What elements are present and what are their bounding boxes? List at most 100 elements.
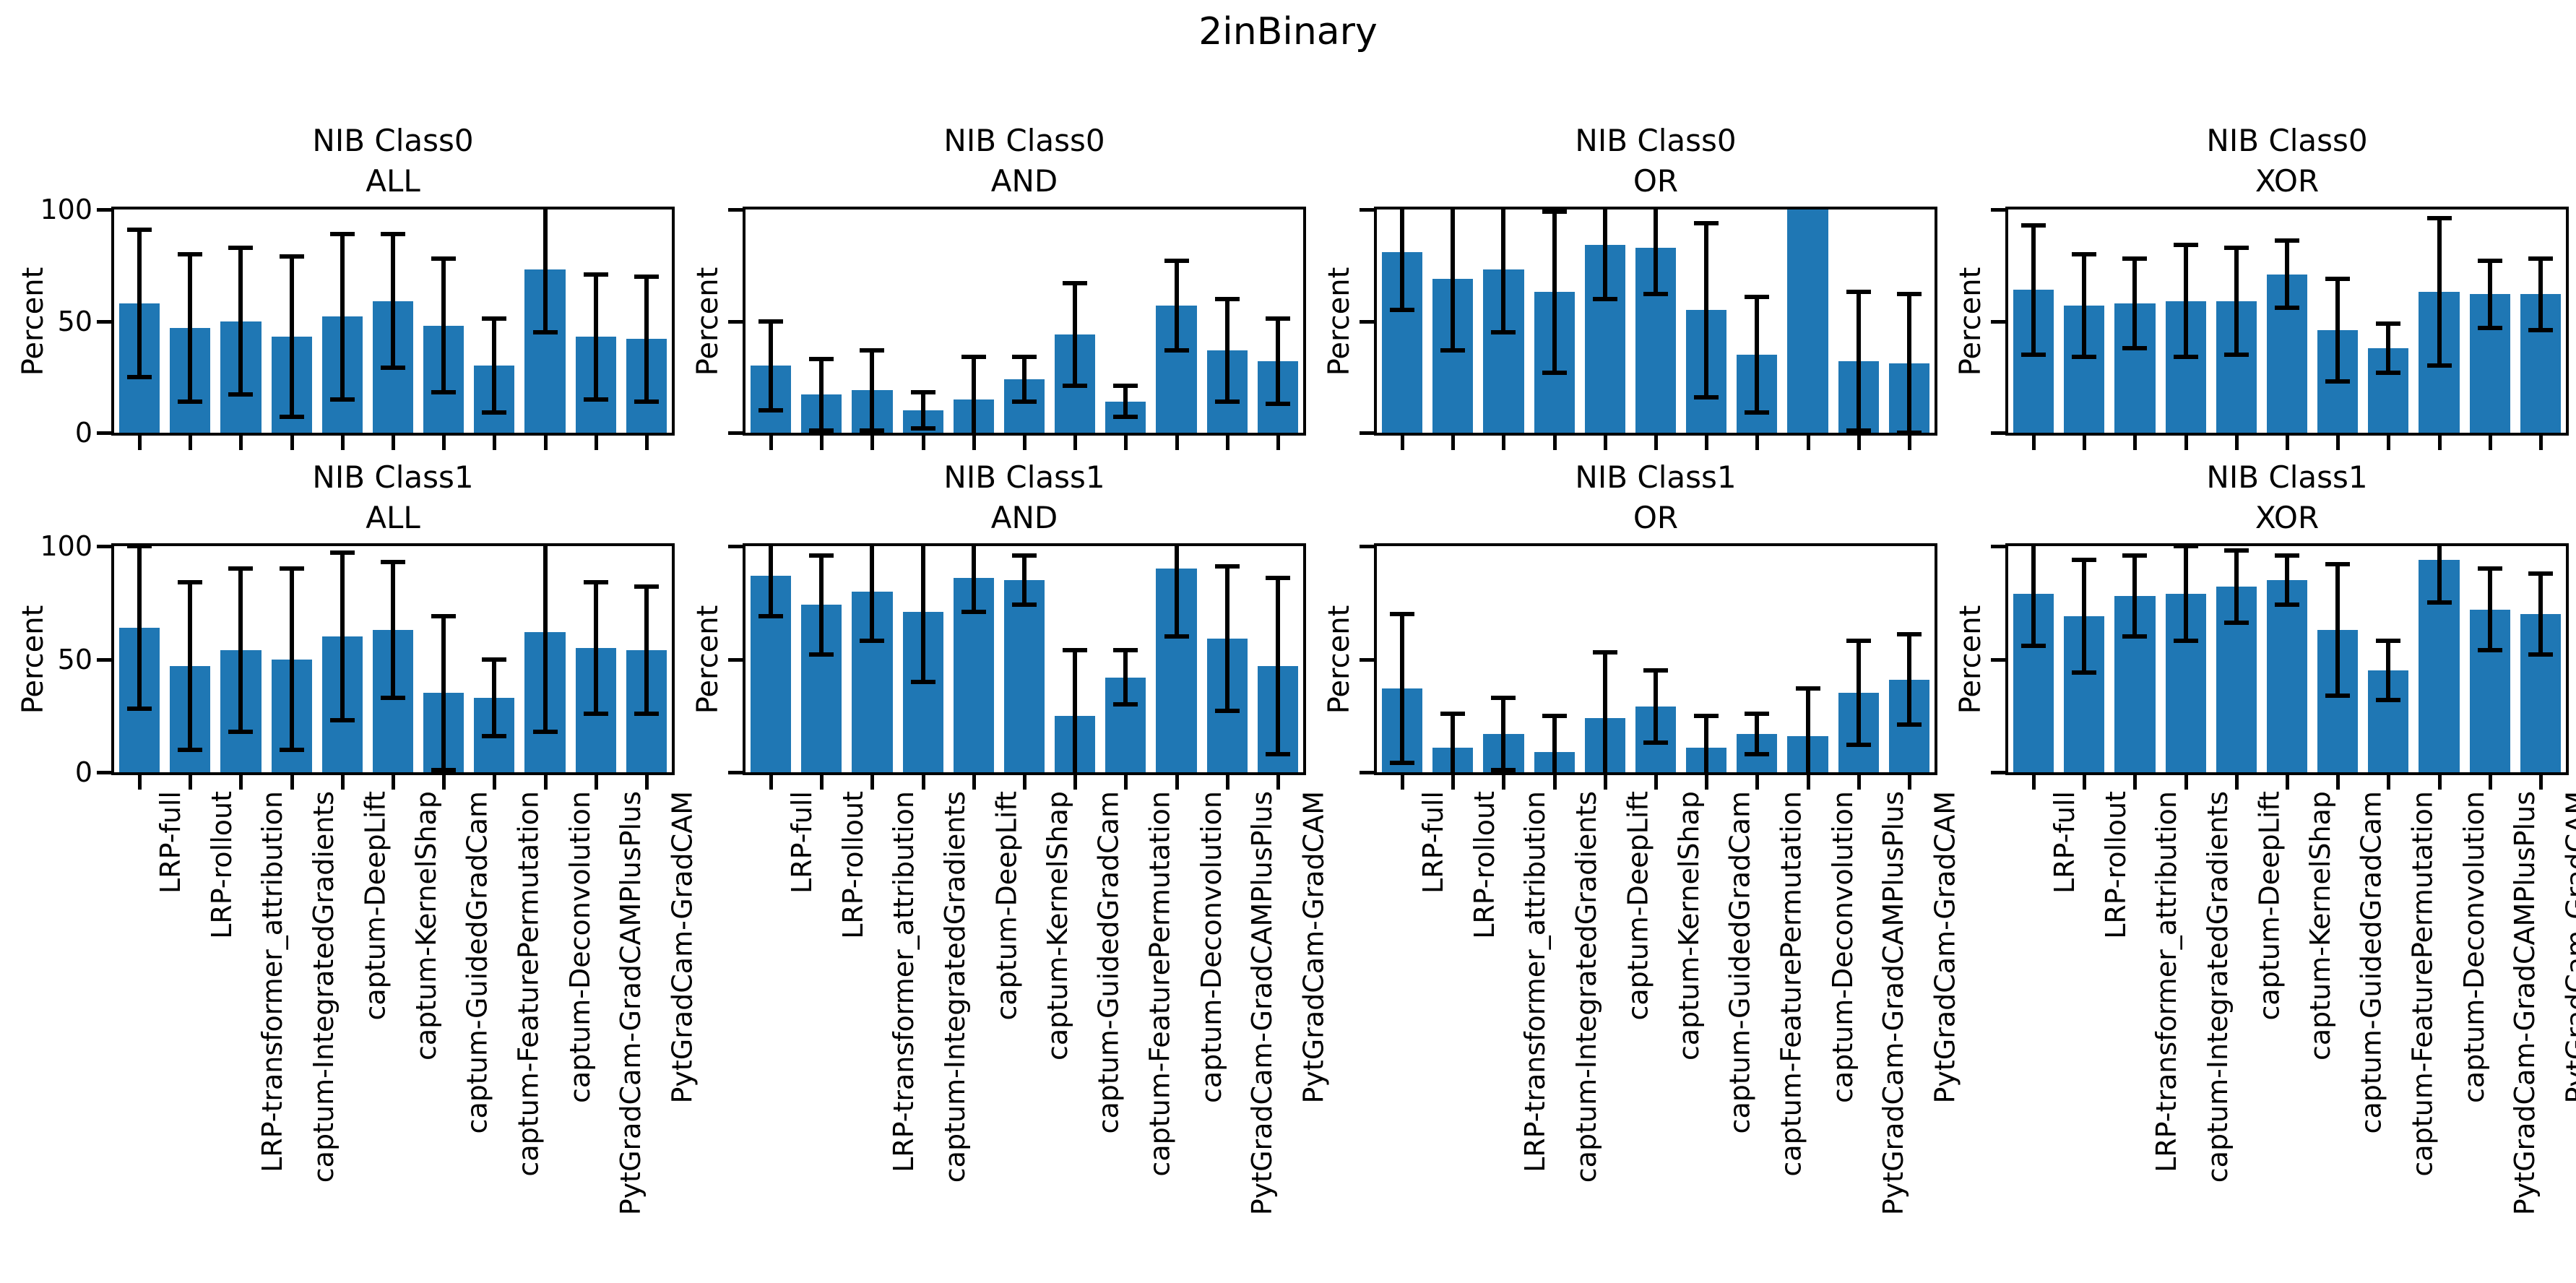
error-cap-top [2477,566,2502,571]
error-bar [1602,209,1607,299]
y-tick-mark [1360,657,1374,662]
error-cap-bottom [2223,621,2249,626]
error-cap-bottom [2477,647,2502,652]
x-tick-labels: LRP-full LRP-rollout LRP-transformer_attri… [111,791,698,1283]
error-bar [819,555,824,655]
error-bar [2386,641,2391,700]
x-tick-mark [2083,436,2087,450]
y-tick-mark [1991,319,2005,324]
x-tick-mark [2336,436,2341,450]
axes: Percent [691,543,1306,790]
subplot-title: NIB Class1 ALL [111,445,675,543]
x-tick-mark [1502,775,1506,790]
error-cap-bottom [809,652,834,657]
x-tick-labels: LRP-full LRP-rollout LRP-transformer_attri… [743,791,1329,1283]
error-cap-top [329,231,355,236]
x-tick-mark [392,436,395,450]
error-bar [1856,292,1861,431]
error-cap-top [1214,296,1240,301]
error-cap-top [2122,256,2148,261]
y-tick-mark [97,545,111,548]
x-tick-label: captum-Deconvolution [1826,791,1859,1104]
x-tick-label: PytGradCam-GradCAM [1297,791,1330,1104]
x-tick-mark [972,436,976,450]
x-tick-mark [442,775,446,790]
error-bar [1174,546,1179,637]
error-bar [1123,649,1128,705]
error-cap-top [1694,220,1719,225]
error-cap-top [2275,553,2299,558]
x-tick-label: LRP-full [154,791,186,894]
error-cap-bottom [1542,370,1567,375]
error-cap-bottom [1214,399,1240,404]
plot-area [114,546,672,772]
error-cap-bottom [1265,401,1290,406]
error-cap-top [482,657,507,662]
subplot-title-line1: NIB Class0 [2206,123,2368,159]
error-cap-top [634,274,659,279]
error-cap-top [381,559,405,564]
subplot-title: NIB Class1 XOR [2005,445,2569,543]
error-bar [2031,225,2036,355]
error-cap-bottom [1896,722,1922,727]
x-tick-mark [1654,436,1658,450]
error-cap-bottom [1440,347,1466,353]
subplot-nib-class1-or: NIB Class1 OR Percent LRP-full LRP-rollou… [1323,445,1961,1215]
error-cap-top [2173,546,2198,548]
error-cap-top [2325,562,2351,567]
x-tick-mark [644,436,649,450]
error-bar [238,569,243,732]
x-tick-mark [594,775,598,790]
error-cap-bottom [1846,743,1871,748]
subplot-nib-class1-xor: NIB Class1 XOR Percent LRP-full LRP-rollo… [1954,445,2576,1215]
error-cap-top [279,254,304,259]
x-tick-mark [1552,436,1557,450]
error-cap-bottom [127,374,152,379]
x-tick-label: captum-GuidedGradCam [1724,791,1756,1134]
y-axis-label: Percent [691,267,725,376]
error-bar [1552,715,1557,772]
error-cap-top [1694,713,1719,718]
x-tick-mark [1276,775,1280,790]
x-tick-label: captum-DeepLift [990,791,1023,1021]
error-bar [238,247,243,395]
error-bar [1654,670,1658,743]
x-tick-label: captum-KernelShap [1042,791,1073,1061]
error-bar [2031,546,2036,646]
error-cap-top [1896,632,1922,637]
x-tick-mark [2538,775,2543,790]
error-bar [1224,298,1229,402]
error-cap-top [127,227,152,232]
error-cap-top [381,231,405,236]
x-tick-mark [1175,775,1179,790]
x-tick-mark [290,775,294,790]
error-bar [188,582,193,750]
x-tick-label: captum-FeaturePermutation [1775,791,1807,1177]
error-cap-bottom [2173,354,2198,359]
error-bar [1704,223,1709,397]
error-cap-bottom [2528,327,2553,332]
y-axis-label: Percent [691,605,725,714]
subplot-nib-class1-all: NIB Class1 ALL Percent 0 50 100 LRP-full LR… [17,445,699,1215]
x-tick-mark [1175,436,1179,450]
bar [1787,209,1828,433]
x-tick-mark [138,436,142,450]
x-tick-label: captum-IntegratedGradients [1570,791,1603,1183]
error-bar [2487,261,2492,328]
x-tick-mark [1552,775,1557,790]
x-tick-mark [2488,436,2492,450]
x-tick-labels: LRP-full LRP-rollout LRP-transformer_attri… [1374,791,1961,1283]
y-axis-label: Percent [1954,267,1987,376]
error-cap-top [583,580,608,585]
x-tick-mark [1451,775,1456,790]
x-tick-mark [1073,436,1078,450]
x-tick-mark [2234,436,2239,450]
error-bar [2538,258,2543,330]
x-tick-label: captum-FeaturePermutation [2406,791,2439,1177]
x-tick-mark [1857,436,1861,450]
x-tick-mark [1603,775,1607,790]
error-cap-bottom [2376,697,2401,702]
x-tick-label: LRP-rollout [1468,791,1500,939]
subplot-title-line2: OR [1633,499,1679,535]
x-tick-label: captum-DeepLift [2253,791,2286,1021]
